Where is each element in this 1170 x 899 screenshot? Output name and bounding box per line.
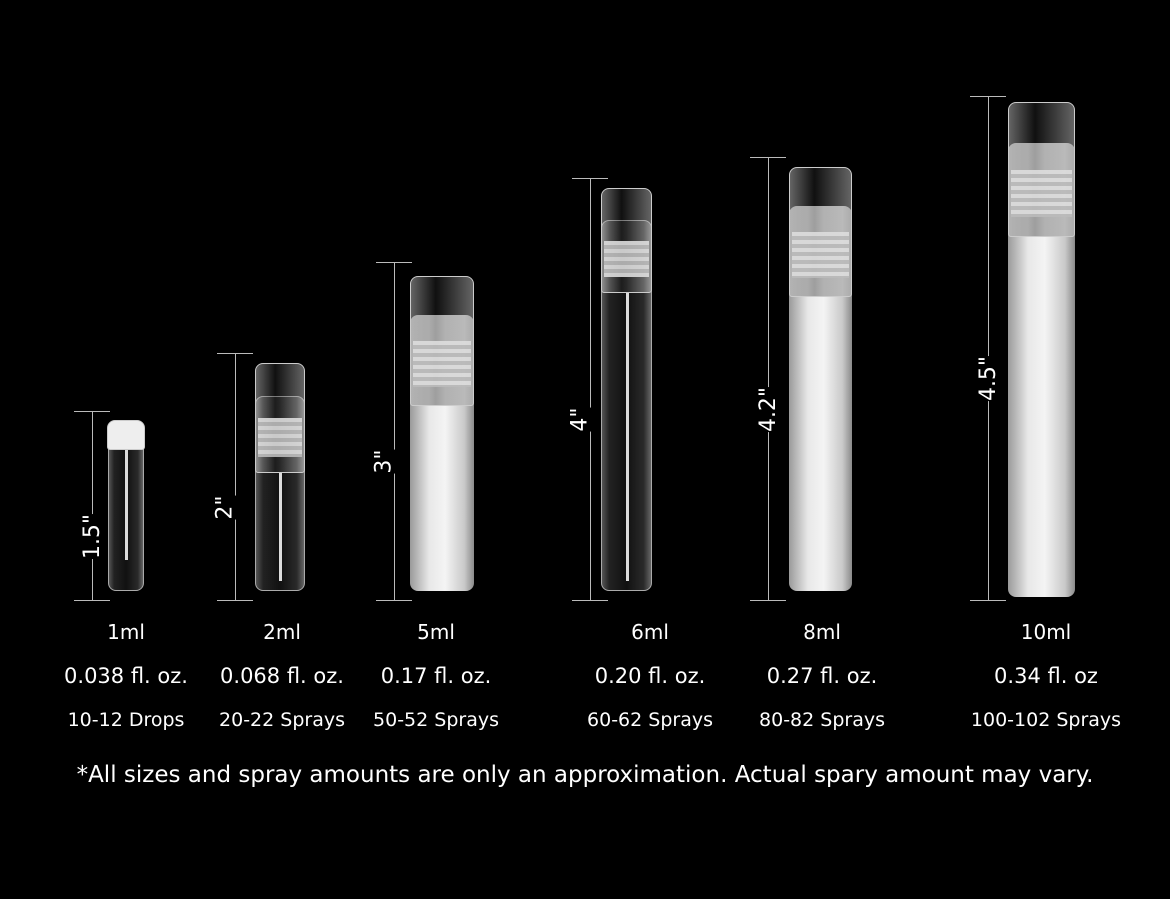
height-label: 4.5" (974, 355, 1004, 402)
height-tick-bottom (572, 600, 608, 601)
fl-oz-label: 0.17 fl. oz. (380, 664, 492, 688)
volume-label: 2ml (263, 620, 301, 644)
height-tick-bottom (750, 600, 786, 601)
footnote: *All sizes and spray amounts are only an… (76, 762, 1094, 788)
fl-oz-label: 0.038 fl. oz. (64, 664, 188, 688)
height-label: 1.5" (78, 513, 108, 559)
vial-collar (1011, 169, 1072, 217)
height-label: 4.2" (754, 386, 784, 432)
vial-collar (792, 232, 849, 278)
height-tick-top (750, 157, 786, 158)
sprays-label: 60-62 Sprays (587, 709, 713, 731)
volume-label: 6ml (631, 620, 669, 644)
fl-oz-label: 0.27 fl. oz. (766, 664, 878, 688)
height-line (590, 178, 591, 600)
sprays-label: 50-52 Sprays (373, 709, 499, 731)
height-tick-bottom (376, 600, 412, 601)
vial-stopper (107, 420, 145, 450)
volume-label: 8ml (803, 620, 841, 644)
height-line (92, 411, 93, 600)
fl-oz-label: 0.20 fl. oz. (594, 664, 706, 688)
sprays-label: 100-102 Sprays (970, 709, 1122, 731)
sprays-label: 80-82 Sprays (759, 709, 885, 731)
dip-tube (625, 293, 629, 581)
sprays-label: 20-22 Sprays (219, 709, 345, 731)
height-line (235, 353, 236, 600)
glass-rod (125, 450, 128, 560)
height-tick-bottom (217, 600, 253, 601)
height-tick-bottom (74, 600, 110, 601)
height-tick-top (572, 178, 608, 179)
vial-collar (604, 240, 649, 278)
height-tick-top (217, 353, 253, 354)
height-label: 3" (369, 449, 399, 474)
volume-label: 10ml (1020, 620, 1072, 644)
height-label: 4" (565, 407, 595, 432)
fl-oz-label: 0.068 fl. oz. (220, 664, 344, 688)
vial-collar (413, 341, 471, 387)
dip-tube (279, 473, 282, 581)
fl-oz-label: 0.34 fl. oz (994, 664, 1098, 688)
height-label: 2" (210, 494, 240, 520)
volume-label: 5ml (417, 620, 455, 644)
vial-collar (258, 418, 302, 457)
height-line (394, 262, 395, 600)
height-line (988, 96, 989, 600)
height-line (768, 157, 769, 600)
height-tick-bottom (970, 600, 1006, 601)
height-tick-top (376, 262, 412, 263)
height-tick-top (74, 411, 110, 412)
sprays-label: 10-12 Drops (67, 709, 185, 731)
volume-label: 1ml (107, 620, 145, 644)
height-tick-top (970, 96, 1006, 97)
